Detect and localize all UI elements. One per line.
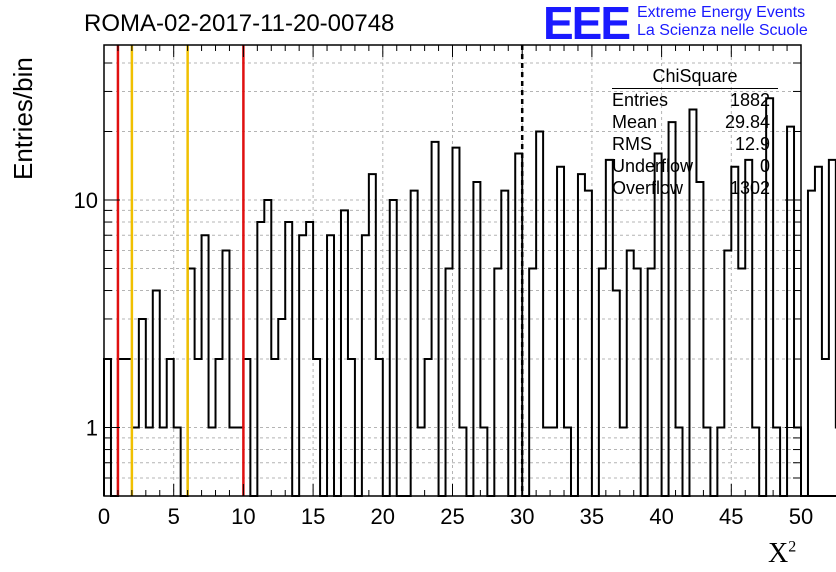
histogram-bin [787,127,794,496]
histogram-bin [390,200,397,496]
stat-row-mean: Mean 29.84 [612,111,778,133]
histogram-bin [501,191,508,496]
reference-lines-layer [116,45,524,496]
x-tick-label: 35 [580,504,604,529]
histogram-bin [822,359,829,496]
histogram-bin [557,167,564,496]
stat-label: Overflow [612,178,684,198]
histogram-bin [738,268,745,496]
histogram-bin [299,235,306,496]
x-tick-label: 20 [371,504,395,529]
stat-value: 1302 [729,178,770,198]
axis-layer: 0 5 10 15 20 25 30 35 40 45 50 1 10 [74,44,813,529]
x-tick-label: 40 [649,504,673,529]
stat-value: 29.84 [724,112,770,132]
histogram-bin [613,291,620,496]
logo-caption-line1: Extreme Energy Events [637,4,806,21]
histogram-bin [327,235,334,496]
y-axis-label: Entries/bin [8,57,38,180]
stat-value: 12.9 [734,134,770,154]
x-tick-label: 10 [231,504,255,529]
x-tick-label: 15 [301,504,325,529]
histogram-bin [278,319,285,496]
histogram-bin [153,291,160,496]
x-axis-label-sup: 2 [788,538,797,556]
histogram-bin [655,154,662,496]
stat-value: 1882 [729,90,770,110]
stat-label: Entries [612,90,669,110]
stat-value: 0 [759,156,770,176]
x-axis-label-base: X [768,538,789,569]
histogram-bin [411,191,418,496]
histogram-bin [724,250,731,496]
histogram-bin [362,235,369,496]
histogram-bin [815,167,822,496]
histogram-bin [585,191,592,496]
stat-label: Mean [612,112,658,132]
histogram-bin [731,167,738,496]
histogram-bin [494,268,501,496]
histogram-bin [599,268,606,496]
logo-caption: Extreme Energy Events La Scienza nelle S… [637,4,808,40]
x-tick-label: 50 [789,504,813,529]
eee-logo: EEE [543,0,631,49]
histogram-bin [529,268,536,496]
histogram-bin [222,250,229,496]
x-axis-label: X2 [768,538,796,570]
x-tick-label: 25 [440,504,464,529]
x-tick-label: 30 [510,504,534,529]
x-tick-label: 0 [98,504,110,529]
x-tick-label: 45 [719,504,743,529]
stat-label: RMS [612,134,652,154]
y-tick-label: 10 [74,188,98,213]
histogram-bin [696,182,703,496]
histogram-bin [808,191,815,496]
stat-row-entries: Entries 1882 [612,89,778,111]
histogram-bin [446,268,453,496]
stats-box: ChiSquare Entries 1882 Mean 29.84 RMS 12.9 … [612,66,778,199]
histogram-bin [536,132,543,496]
histogram-bin [264,200,271,496]
histogram-bin [202,235,209,496]
histogram-bin [634,268,641,496]
histogram-bin [648,268,655,496]
y-tick-label: 1 [86,416,98,441]
stat-row-underflow: Underflow 0 [612,155,778,177]
stat-row-overflow: Overflow 1302 [612,177,778,199]
histogram-bin [473,182,480,496]
chart-title: ROMA-02-2017-11-20-00748 [84,10,395,37]
histogram-bin [341,210,348,496]
stats-title: ChiSquare [612,66,778,89]
stat-label: Underflow [612,156,694,176]
logo-caption-line2: La Scienza nelle Scuole [637,22,808,39]
stat-row-rms: RMS 12.9 [612,133,778,155]
histogram-bin [139,319,146,496]
histogram-bin [627,250,634,496]
histogram-bin [829,160,836,496]
x-tick-label: 5 [168,504,180,529]
